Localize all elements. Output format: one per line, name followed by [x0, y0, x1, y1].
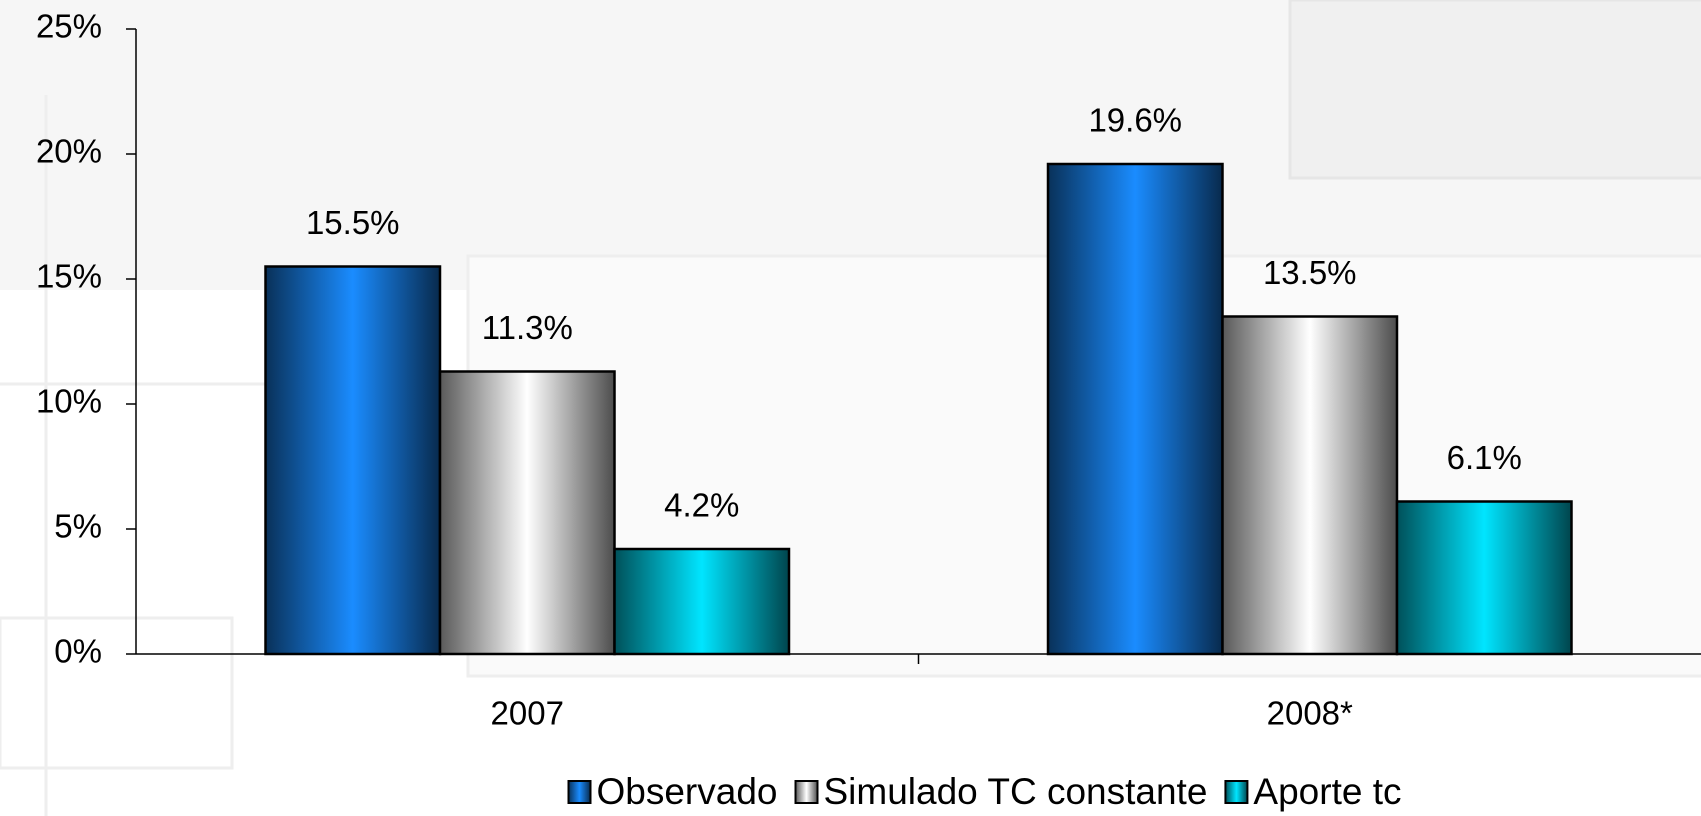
legend-swatch	[567, 780, 592, 804]
y-tick-label: 5%	[54, 508, 102, 545]
y-tick-label: 15%	[36, 258, 102, 295]
bar	[1221, 315, 1399, 656]
x-tick-label: 2008*	[1267, 695, 1353, 732]
value-label: 13.5%	[1263, 254, 1357, 291]
bar	[438, 370, 616, 656]
legend-swatch	[1224, 780, 1249, 804]
y-tick-label: 20%	[36, 133, 102, 170]
bar	[613, 547, 791, 656]
bar	[1395, 500, 1573, 656]
y-tick-label: 10%	[36, 383, 102, 420]
y-tick-label: 25%	[36, 8, 102, 45]
legend: Observado Simulado TC constante Aporte tc	[567, 771, 1402, 812]
legend-label: Aporte tc	[1253, 771, 1401, 812]
bar	[1046, 162, 1224, 656]
value-label: 19.6%	[1088, 102, 1182, 139]
legend-swatch	[794, 780, 819, 804]
x-tick-label: 2007	[491, 695, 564, 732]
value-label: 6.1%	[1447, 439, 1522, 476]
value-label: 15.5%	[306, 204, 400, 241]
legend-label: Observado	[597, 771, 778, 812]
bar	[264, 265, 442, 656]
value-label: 4.2%	[664, 487, 739, 524]
y-tick-label: 0%	[54, 633, 102, 670]
legend-label: Simulado TC constante	[824, 771, 1208, 812]
value-label: 11.3%	[482, 309, 573, 346]
